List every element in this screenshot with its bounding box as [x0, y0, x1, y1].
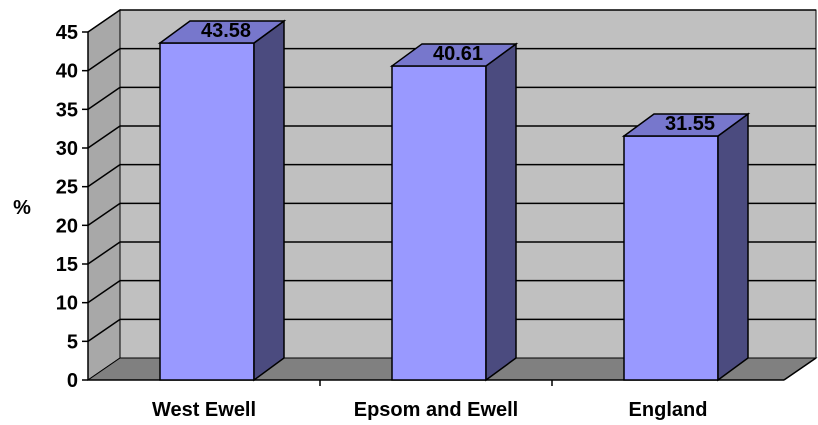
gridline — [87, 9, 816, 33]
data-label: 43.58 — [201, 20, 251, 42]
y-tick-label: 45 — [56, 22, 78, 44]
y-tick-label: 35 — [56, 99, 78, 121]
gridline — [87, 163, 816, 188]
y-tick-label: 20 — [56, 215, 78, 237]
y-tick-label: 10 — [56, 293, 78, 315]
gridline — [87, 47, 816, 72]
y-tick-label: 0 — [67, 370, 78, 392]
data-labels: 43.58 40.61 31.55 — [201, 20, 715, 135]
bar — [389, 42, 519, 382]
y-tick-label: 15 — [56, 254, 78, 276]
bar-side — [485, 42, 517, 382]
gridline — [87, 125, 816, 149]
data-label: 40.61 — [433, 43, 483, 65]
y-tick-label: 5 — [67, 331, 78, 353]
bars — [157, 19, 751, 382]
bar-front — [391, 65, 487, 381]
category-label: West Ewell — [152, 399, 256, 421]
y-tick-labels: 0 5 10 15 20 25 30 35 40 45 — [56, 22, 78, 392]
floor-edge — [783, 357, 817, 381]
bar-front — [159, 42, 255, 381]
category-label: England — [629, 399, 708, 421]
gridline — [87, 86, 816, 110]
data-label: 31.55 — [665, 113, 715, 135]
gridline — [87, 318, 816, 342]
y-tick-label: 30 — [56, 138, 78, 160]
bar — [157, 19, 287, 382]
bar-side — [253, 19, 285, 382]
category-label: Epsom and Ewell — [354, 399, 518, 421]
bar-front — [623, 135, 719, 381]
y-tick-label: 25 — [56, 177, 78, 199]
y-tick-label: 40 — [56, 61, 78, 83]
gridlines — [87, 9, 816, 342]
bar-top — [621, 113, 751, 137]
bar-top — [157, 20, 287, 44]
bar-side — [717, 112, 749, 382]
category-labels: West Ewell Epsom and Ewell England — [152, 399, 708, 421]
gridline — [87, 279, 816, 304]
side-wall — [87, 9, 121, 381]
bar — [621, 112, 751, 382]
bar-top — [389, 43, 519, 67]
gridline — [87, 202, 816, 226]
y-axis-label: % — [13, 197, 31, 219]
gridline — [87, 241, 816, 265]
